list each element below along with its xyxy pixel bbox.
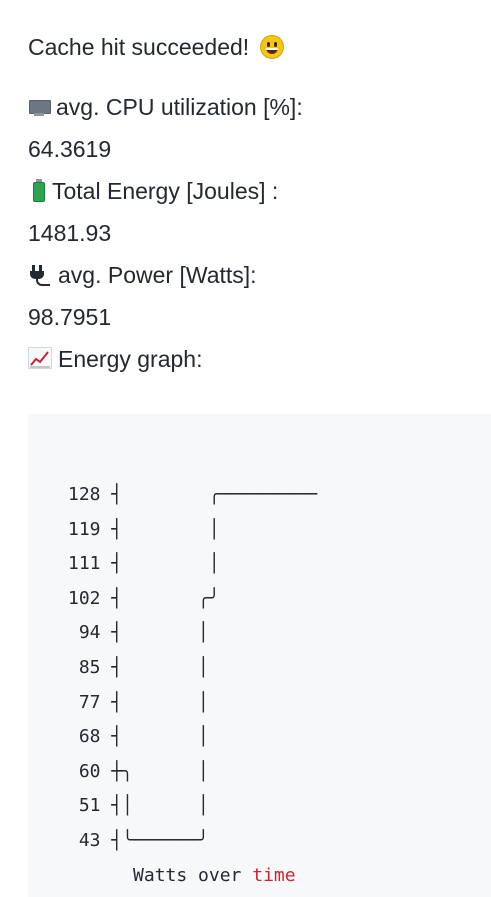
- graph-caption-keyword: time: [252, 864, 296, 886]
- ascii-graph: 128 ┤ ╭───────── 119 ┤ │ 111 ┤ │ 102 ┤ ╭…: [68, 478, 317, 893]
- graph-line: 85 ┤ │: [68, 656, 209, 678]
- graph-line: 128 ┤ ╭─────────: [68, 484, 318, 505]
- cpu-label: avg. CPU utilization [%]:: [56, 94, 303, 120]
- cache-status-text: Cache hit succeeded!: [28, 34, 250, 60]
- cache-status-line: Cache hit succeeded!: [28, 26, 488, 68]
- graph-line: 111 ┤ │: [68, 553, 220, 575]
- graph-line: 68 ┤ │: [68, 726, 209, 748]
- graph-line: 119 ┤ │: [68, 518, 220, 540]
- power-label-line: avg. Power [Watts]:: [28, 254, 488, 296]
- smiley-icon: [259, 35, 284, 59]
- graph-line: 51 ┤│ │: [68, 795, 209, 817]
- graph-line: 60 ┼╮ │: [68, 760, 209, 782]
- graph-caption: Watts over: [68, 864, 253, 886]
- graph-line: 94 ┤ │: [68, 622, 209, 644]
- graph-line: 102 ┤ ╭╯: [68, 587, 220, 609]
- energy-value: 1481.93: [28, 220, 112, 246]
- cpu-value: 64.3619: [28, 136, 112, 162]
- energy-label: Total Energy [Joules] :: [52, 178, 279, 204]
- chart-increasing-icon: [28, 347, 52, 369]
- energy-graph-code-block: 128 ┤ ╭───────── 119 ┤ │ 111 ┤ │ 102 ┤ ╭…: [28, 414, 491, 897]
- monitor-icon: [28, 99, 51, 117]
- cpu-label-line: avg. CPU utilization [%]:: [28, 86, 488, 128]
- energy-label-line: Total Energy [Joules] :: [28, 170, 488, 212]
- graph-line: 77 ┤ │: [68, 691, 209, 713]
- plug-icon: [28, 263, 52, 286]
- power-label: avg. Power [Watts]:: [58, 262, 257, 288]
- graph-line: 43 ┤╰──────╯: [68, 829, 209, 851]
- power-value: 98.7951: [28, 304, 112, 330]
- graph-label: Energy graph:: [58, 346, 203, 372]
- chat-message: Cache hit succeeded! avg. CPU utilizatio…: [28, 26, 488, 380]
- battery-icon: [32, 179, 46, 202]
- graph-label-line: Energy graph:: [28, 338, 488, 380]
